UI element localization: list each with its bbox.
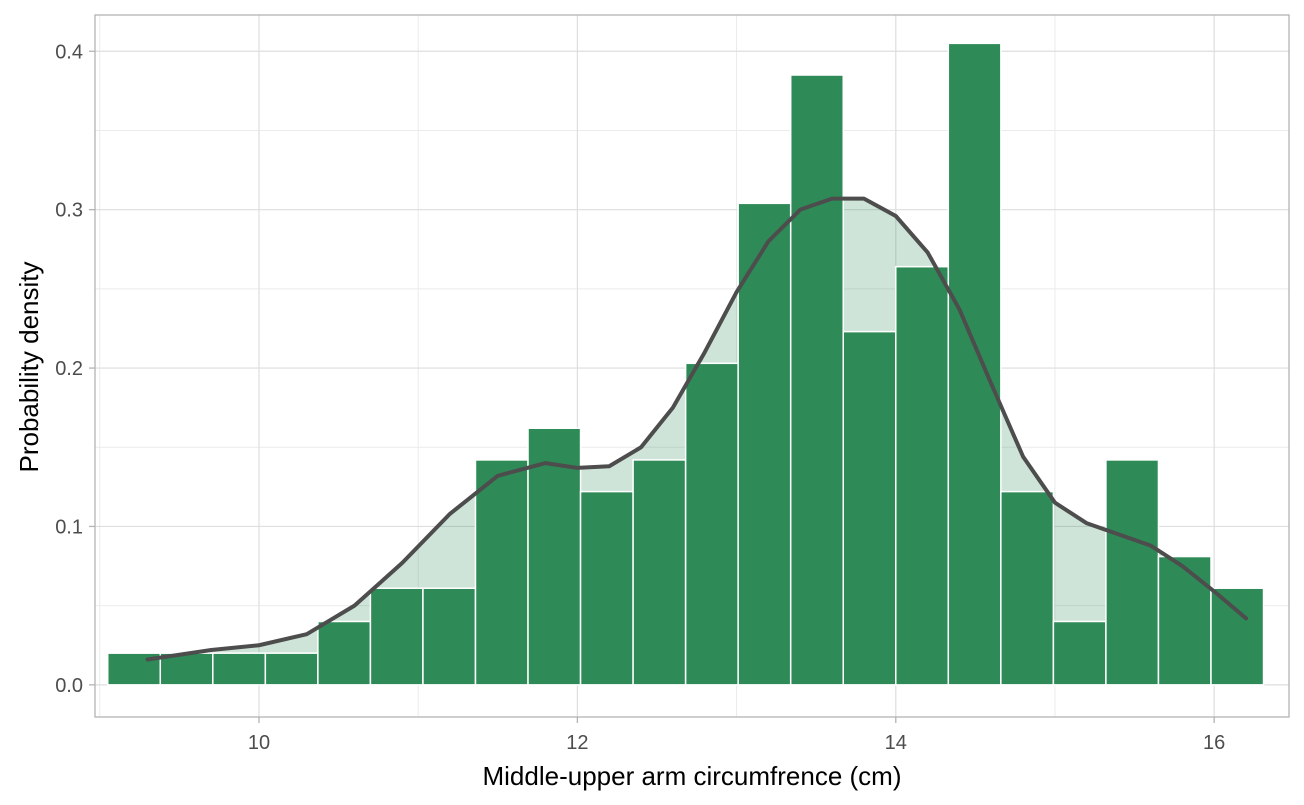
y-axis-title: Probability density (14, 262, 44, 473)
histogram-bar (1210, 587, 1265, 686)
histogram-bar (684, 362, 739, 686)
histogram-bar (1157, 555, 1212, 686)
x-axis-title: Middle-upper arm circumfrence (cm) (483, 761, 902, 791)
histogram-bar (1052, 620, 1107, 686)
histogram-bar (474, 459, 529, 686)
y-tick-label: 0.2 (55, 358, 83, 380)
histogram-bar (579, 490, 634, 686)
x-tick-label: 10 (248, 732, 270, 754)
histogram-bar (947, 42, 1002, 686)
tick-labels: 10 12 14 16 0.0 0.1 0.2 0.3 0.4 (55, 41, 1225, 754)
x-tick-label: 14 (885, 732, 907, 754)
density-line (145, 196, 1249, 662)
x-tick-label: 12 (566, 732, 588, 754)
histogram-bar (369, 587, 424, 686)
histogram-bar (895, 265, 950, 686)
histogram-bar (1000, 490, 1055, 686)
y-tick-label: 0.4 (55, 41, 83, 63)
y-tick-label: 0.3 (55, 200, 83, 222)
histogram-bar (1105, 459, 1160, 686)
density-line-layer (145, 196, 1249, 662)
histogram-bar (212, 652, 267, 686)
histogram-bar (737, 202, 792, 686)
panel-border (94, 14, 1290, 718)
histogram-bar (632, 459, 687, 686)
x-tick-label: 16 (1203, 732, 1225, 754)
histogram-bar (264, 652, 319, 686)
y-tick-label: 0.0 (55, 675, 83, 697)
histogram-bar (842, 330, 897, 686)
histogram-bars (106, 42, 1265, 686)
y-tick-label: 0.1 (55, 516, 83, 538)
histogram-bar (422, 587, 477, 686)
histogram-bar (789, 74, 844, 686)
histogram-bar (317, 620, 372, 686)
axes (89, 14, 1290, 723)
